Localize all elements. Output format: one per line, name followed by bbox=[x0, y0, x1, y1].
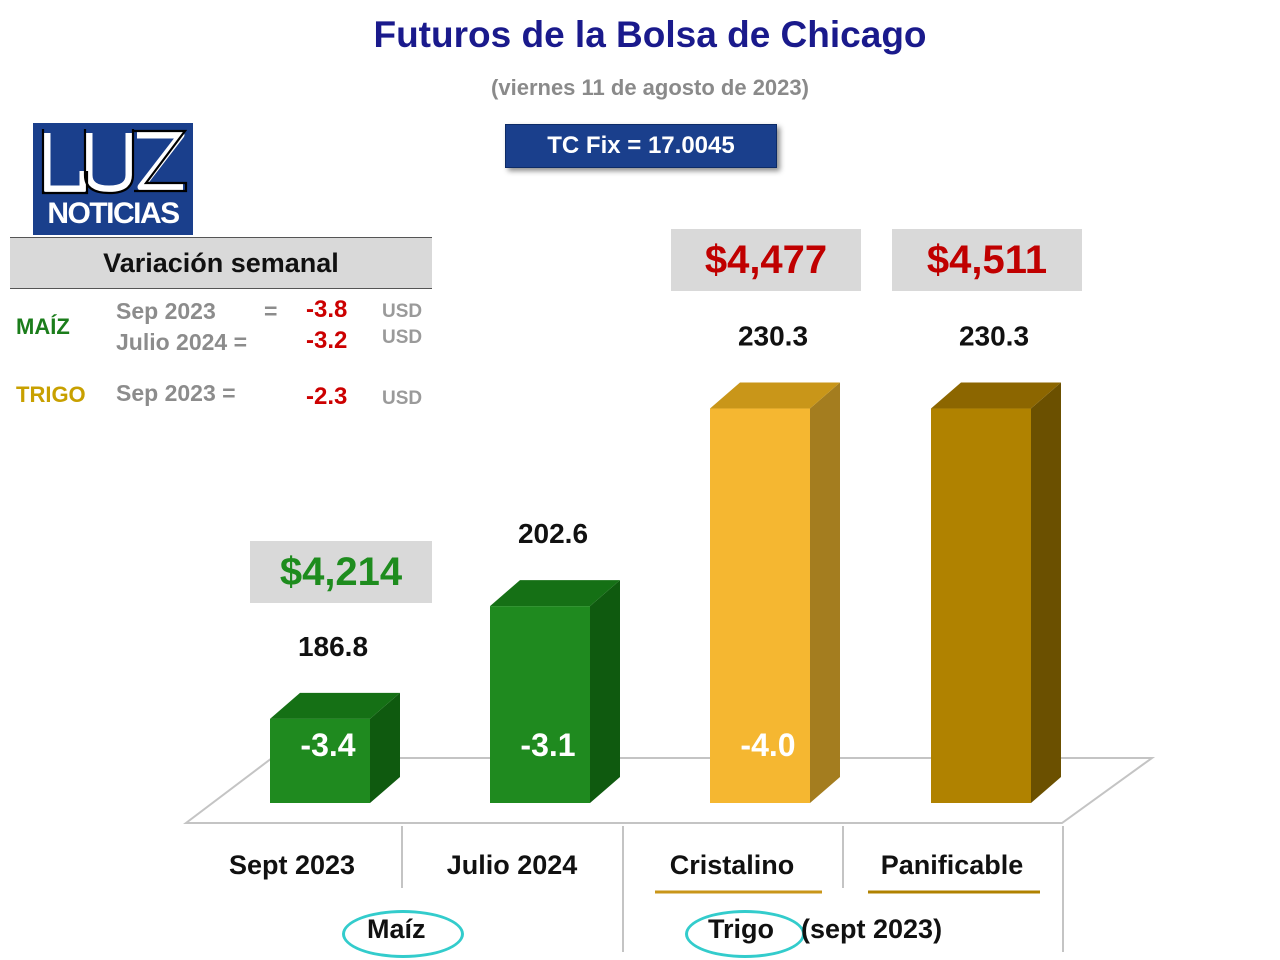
trigo-highlight-ellipse bbox=[685, 910, 805, 958]
bar-top bbox=[710, 382, 840, 409]
group-label-maiz: Maíz bbox=[367, 914, 426, 944]
maiz-label: MAÍZ bbox=[16, 314, 70, 339]
maiz-jul-period: Julio 2024 = bbox=[116, 329, 248, 355]
trigo-sep-value: -2.3 bbox=[306, 383, 348, 410]
value-label: 202.6 bbox=[518, 518, 588, 549]
value-label: 230.3 bbox=[959, 321, 1029, 352]
maiz-sep-unit: USD bbox=[382, 301, 423, 322]
price-cristalino: $4,477 bbox=[704, 237, 828, 282]
bar-top bbox=[270, 692, 400, 719]
trigo-sep-unit: USD bbox=[382, 388, 423, 409]
maiz-jul-value: -3.2 bbox=[306, 327, 348, 354]
bar-side bbox=[1031, 382, 1061, 803]
value-label: 230.3 bbox=[738, 321, 808, 352]
maiz-sep-eq: = bbox=[264, 298, 278, 324]
weekly-variation-heading: Variación semanal bbox=[10, 237, 432, 289]
value-label: 186.8 bbox=[298, 631, 368, 662]
price-panificable: $4,511 bbox=[926, 237, 1048, 282]
category-julio-2024: Julio 2024 bbox=[446, 850, 578, 880]
logo-noticias-text: NOTICIAS bbox=[47, 197, 180, 230]
bar-top bbox=[931, 382, 1061, 409]
bar-side bbox=[590, 580, 620, 803]
page-title: Futuros de la Bolsa de Chicago bbox=[373, 14, 927, 55]
trigo-sep-period: Sep 2023 = bbox=[116, 380, 236, 406]
luz-logo-letters bbox=[41, 129, 188, 195]
price-sept-2023: $4,214 bbox=[279, 549, 403, 594]
maiz-highlight-ellipse bbox=[342, 910, 464, 958]
group-label-trigo: Trigo bbox=[708, 914, 774, 944]
group-label-trigo-note: (sept 2023) bbox=[801, 914, 943, 944]
exchange-rate-badge: TC Fix = 17.0045 bbox=[505, 124, 777, 168]
maiz-jul-unit: USD bbox=[382, 327, 423, 348]
change-label: -3.4 bbox=[300, 727, 355, 763]
bar-top bbox=[490, 580, 620, 607]
category-cristalino: Cristalino bbox=[669, 850, 795, 880]
change-label: -4.0 bbox=[740, 727, 795, 763]
bar bbox=[490, 606, 590, 803]
category-panificable: Panificable bbox=[880, 850, 1024, 880]
category-sept-2023: Sept 2023 bbox=[228, 850, 356, 880]
luz-noticias-logo: NOTICIAS bbox=[33, 123, 193, 235]
maiz-sep-value: -3.8 bbox=[306, 296, 348, 323]
bar bbox=[710, 408, 810, 803]
bar-side bbox=[370, 692, 400, 803]
price-box-panificable: $4,511 bbox=[892, 229, 1082, 291]
bar-side bbox=[810, 382, 840, 803]
change-label: -3.1 bbox=[520, 727, 575, 763]
bar bbox=[270, 718, 370, 803]
price-box-cristalino: $4,477 bbox=[671, 229, 861, 291]
trigo-label: TRIGO bbox=[16, 382, 86, 407]
maiz-sep-period: Sep 2023 bbox=[116, 298, 216, 324]
chart-floor bbox=[183, 757, 1156, 824]
bar bbox=[931, 408, 1031, 803]
price-box-sept-2023: $4,214 bbox=[250, 541, 432, 603]
date-subtitle: (viernes 11 de agosto de 2023) bbox=[491, 75, 809, 100]
